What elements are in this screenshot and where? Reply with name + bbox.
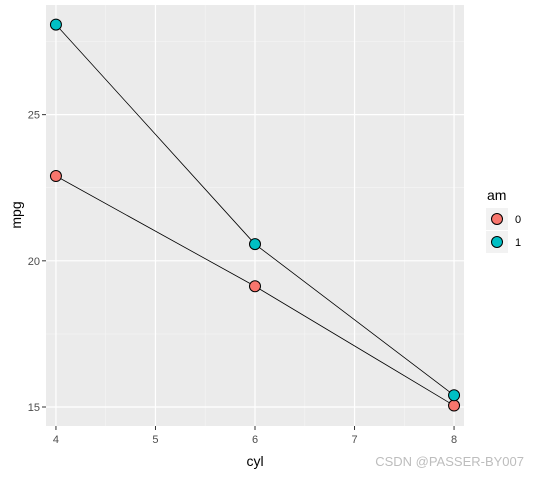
legend-label-am-1: 1 — [515, 237, 521, 249]
x-tick-label: 4 — [53, 434, 59, 446]
legend-key-am-0 — [491, 213, 503, 225]
y-tick-label: 15 — [28, 402, 40, 414]
legend-title: am — [487, 187, 506, 203]
legend-label-am-0: 0 — [515, 214, 521, 226]
x-tick-label: 8 — [451, 434, 457, 446]
data-point-am-0 — [249, 280, 261, 293]
x-axis-ticks: 4 5 6 7 8 — [53, 426, 457, 446]
watermark: CSDN @PASSER-BY007 — [375, 454, 524, 469]
data-point-am-1 — [249, 238, 261, 251]
grid-major — [46, 5, 464, 426]
y-tick-label: 25 — [28, 110, 40, 122]
legend-key-am-1 — [491, 236, 503, 248]
data-point-am-0 — [448, 399, 461, 412]
x-tick-label: 7 — [351, 434, 357, 446]
data-point-am-1 — [448, 389, 461, 402]
data-point-am-0 — [49, 170, 62, 183]
y-tick-label: 20 — [28, 256, 40, 268]
data-point-am-1 — [49, 18, 62, 31]
y-axis-ticks: 15 20 25 — [28, 110, 46, 414]
y-axis-title: mpg — [8, 201, 24, 228]
x-tick-label: 6 — [252, 434, 258, 446]
series-points — [49, 18, 461, 412]
x-tick-label: 5 — [152, 434, 158, 446]
legend: am 01 — [486, 187, 521, 253]
x-axis-title: cyl — [246, 453, 263, 469]
legend-entries: 01 — [486, 208, 521, 253]
